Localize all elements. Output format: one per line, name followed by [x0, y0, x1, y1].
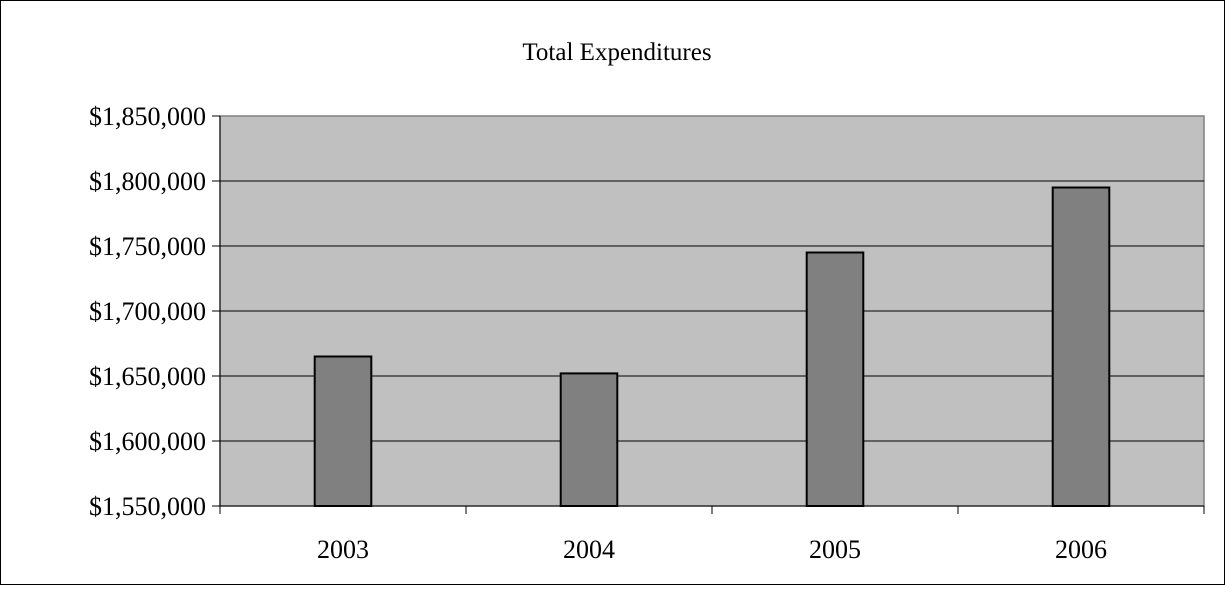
x-tick-label: 2003	[317, 535, 369, 564]
bars	[313, 186, 1111, 507]
bar-2005	[805, 251, 865, 507]
x-tick-label: 2005	[809, 535, 861, 564]
axes	[212, 115, 1205, 514]
y-axis-tick-labels: $1,550,000 $1,600,000 $1,650,000 $1,700,000…	[89, 102, 206, 521]
bar-2003	[313, 355, 373, 507]
y-tick-label: $1,850,000	[89, 102, 206, 131]
gridlines	[220, 180, 1204, 442]
y-tick-label: $1,800,000	[89, 167, 206, 196]
bar-2006	[1051, 186, 1111, 507]
x-axis-tick-labels: 2003 2004 2005 2006	[317, 535, 1107, 564]
y-tick-label: $1,750,000	[89, 232, 206, 261]
bar-2004	[559, 372, 619, 507]
x-tick-label: 2006	[1055, 535, 1107, 564]
chart-title: Total Expenditures	[522, 39, 711, 66]
y-tick-label: $1,550,000	[89, 492, 206, 521]
y-tick-label: $1,700,000	[89, 297, 206, 326]
y-tick-label: $1,600,000	[89, 427, 206, 456]
x-tick-label: 2004	[563, 535, 615, 564]
y-tick-label: $1,650,000	[89, 362, 206, 391]
